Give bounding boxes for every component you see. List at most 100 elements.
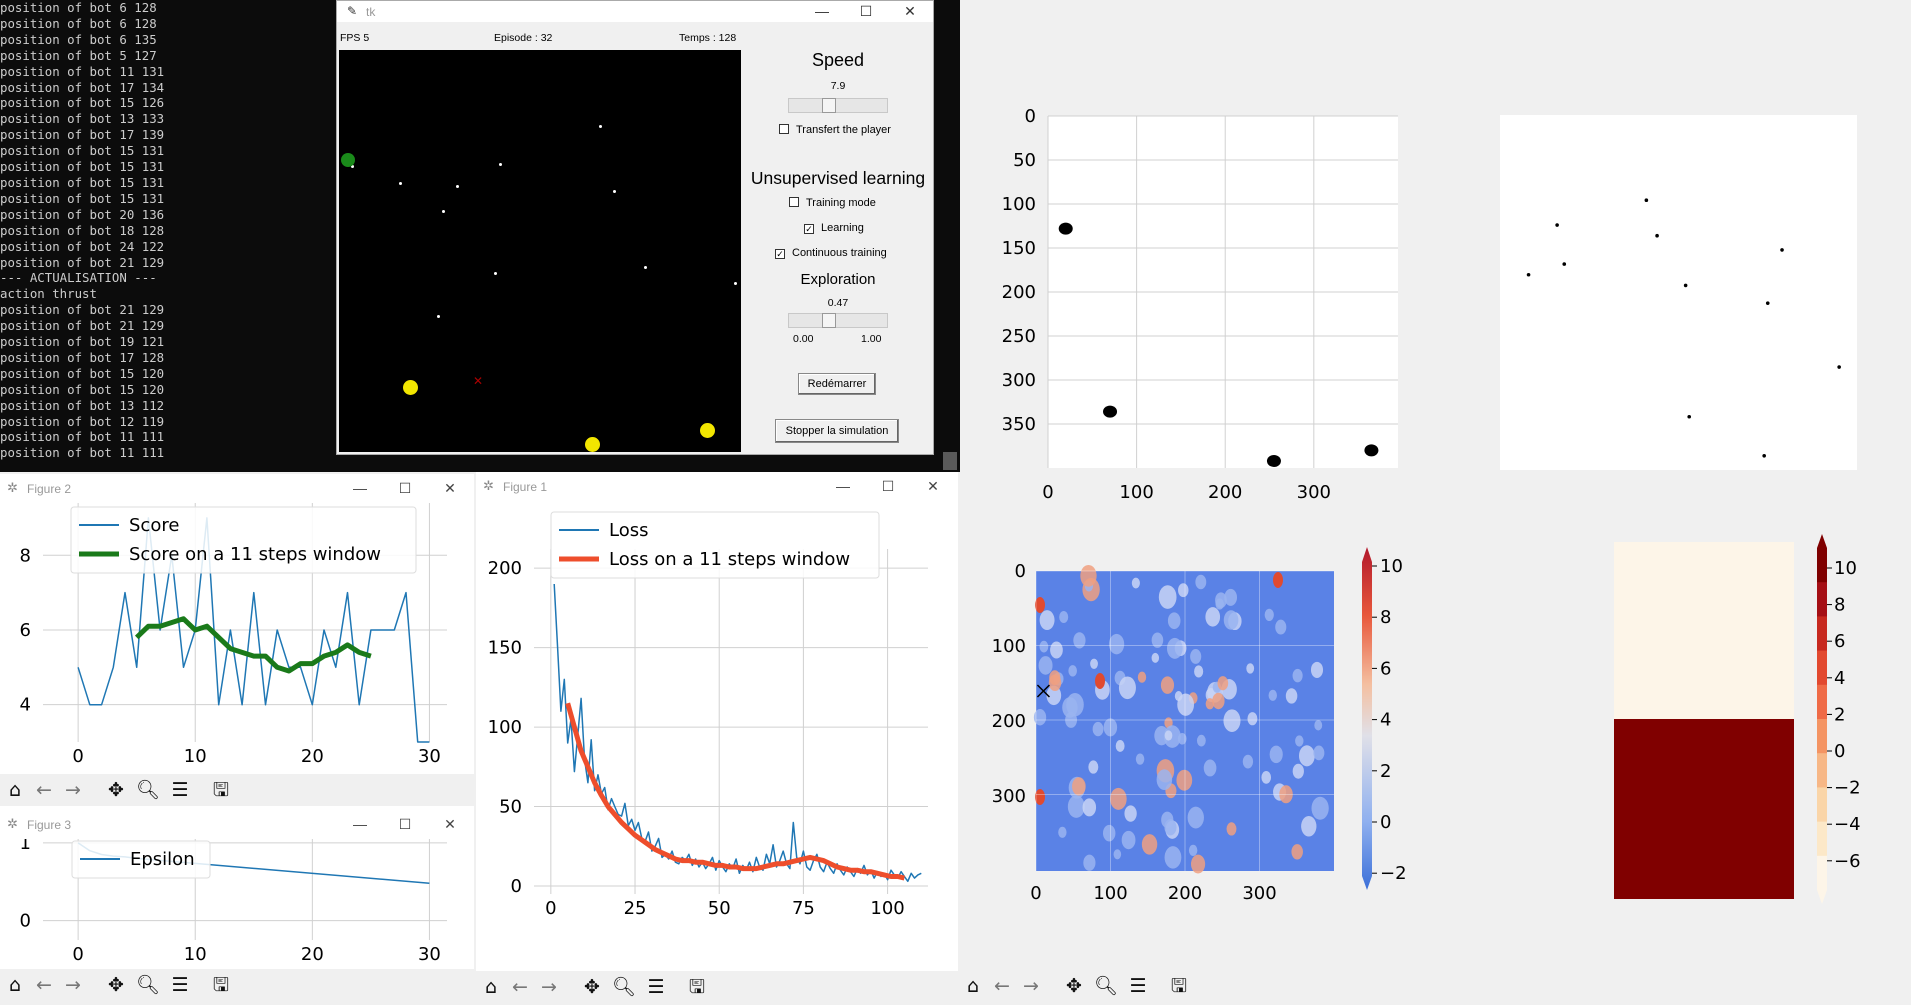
close-button[interactable]: ✕ (904, 3, 916, 19)
loss-chart[interactable]: 0 25 50 75 100 0 50 100 150 200 Loss Loss on a 11 s… (476, 501, 958, 971)
legend-box (71, 840, 211, 879)
maximize-button[interactable]: ☐ (398, 480, 412, 496)
pan-icon[interactable]: ✥ (108, 779, 124, 801)
exploration-slider[interactable] (788, 313, 888, 328)
stop-simulation-button[interactable]: Stopper la simulation (775, 419, 899, 443)
heat-hotspot (1035, 597, 1045, 613)
score-chart[interactable]: 0 10 20 30 4 6 8 Score Score on a 11 steps windo… (0, 503, 474, 778)
colorbar-segment (1817, 650, 1827, 686)
back-icon[interactable]: ← (36, 779, 52, 801)
maximize-button[interactable]: ☐ (398, 816, 412, 832)
episode-label: Episode : 32 (494, 32, 553, 44)
forward-icon[interactable]: → (541, 976, 557, 998)
configure-icon[interactable]: ☰ (171, 974, 189, 996)
configure-icon[interactable]: ☰ (171, 779, 189, 801)
close-button[interactable]: ✕ (444, 816, 456, 832)
dot-point (1762, 454, 1766, 458)
heat-blob (1242, 754, 1254, 769)
tk-titlebar: ✎ tk — ☐ ✕ (337, 1, 933, 22)
dot-point (1655, 233, 1659, 238)
heat-blob (1046, 685, 1062, 706)
colorbar-label: −2 (1834, 778, 1861, 799)
maximize-button[interactable]: ☐ (881, 478, 895, 494)
learning-checkbox[interactable]: ✓ Learning (804, 222, 864, 234)
home-icon[interactable]: ⌂ (484, 976, 498, 998)
epsilon-chart[interactable]: 0 10 20 30 0 1 Epsilon (0, 839, 474, 969)
heat-blob (1039, 640, 1049, 653)
x-tick-label: 100 (1093, 883, 1127, 904)
y-tick-label: 100 (1002, 194, 1036, 215)
transfert-label: Transfert the player (796, 124, 891, 136)
x-tick-label: 300 (1297, 482, 1331, 503)
speed-slider[interactable] (788, 98, 888, 113)
pan-icon[interactable]: ✥ (108, 974, 124, 996)
right-figure-toolbar: ⌂ ← → ✥ 🔍︎ ☰ 🖫 (958, 970, 1911, 1005)
zoom-icon[interactable]: 🔍︎ (612, 976, 637, 998)
save-icon[interactable]: 🖫 (212, 974, 230, 996)
save-icon[interactable]: 🖫 (212, 779, 230, 801)
zoom-icon[interactable]: 🔍︎ (136, 779, 161, 801)
save-icon[interactable]: 🖫 (688, 976, 706, 998)
x-tick-label: 30 (418, 746, 441, 767)
save-icon[interactable]: 🖫 (1170, 975, 1188, 997)
star (613, 190, 616, 193)
minimize-button[interactable]: — (353, 816, 367, 832)
minimize-button[interactable]: — (353, 480, 367, 496)
forward-icon[interactable]: → (65, 974, 81, 996)
home-icon[interactable]: ⌂ (8, 779, 22, 801)
zoom-icon[interactable]: 🔍︎ (1094, 975, 1119, 997)
colorbar-segment (1817, 616, 1827, 652)
back-icon[interactable]: ← (994, 975, 1010, 997)
dot-point (1687, 414, 1692, 419)
heat-blob (1188, 844, 1198, 857)
transfert-box[interactable] (779, 124, 789, 134)
home-icon[interactable]: ⌂ (8, 974, 22, 996)
game-canvas[interactable]: ✕ (339, 50, 741, 452)
back-icon[interactable]: ← (512, 976, 528, 998)
colorbar-label: 2 (1834, 704, 1845, 725)
y-tick-label: 200 (1002, 282, 1036, 303)
figure1-window: ✲ Figure 1 — ☐ ✕ 0 25 50 75 100 0 50 100 150 200 L… (476, 472, 958, 1005)
configure-icon[interactable]: ☰ (647, 976, 665, 998)
x-tick-label: 75 (792, 898, 815, 919)
minimize-button[interactable]: — (815, 3, 829, 19)
speed-slider-knob[interactable] (822, 98, 836, 113)
learning-label: Learning (821, 222, 864, 234)
close-button[interactable]: ✕ (444, 480, 456, 496)
legend-label-2: Score on a 11 steps window (129, 544, 381, 565)
exploration-slider-knob[interactable] (822, 313, 836, 328)
close-button[interactable]: ✕ (927, 478, 939, 494)
training-checkbox[interactable]: Training mode (789, 197, 876, 209)
pan-icon[interactable]: ✥ (584, 976, 600, 998)
configure-icon[interactable]: ☰ (1129, 975, 1147, 997)
training-box[interactable] (789, 197, 799, 207)
minimize-button[interactable]: — (836, 478, 850, 494)
continuous-box[interactable]: ✓ (775, 249, 785, 259)
heat-blob (1131, 577, 1140, 589)
maximize-button[interactable]: ☐ (859, 3, 873, 19)
heat-blob (1108, 633, 1125, 655)
zoom-icon[interactable]: 🔍︎ (136, 974, 161, 996)
back-icon[interactable]: ← (36, 974, 52, 996)
forward-icon[interactable]: → (65, 779, 81, 801)
continuous-checkbox[interactable]: ✓ Continuous training (775, 247, 887, 259)
console-scrollbar-thumb[interactable] (943, 452, 957, 470)
pan-icon[interactable]: ✥ (1066, 975, 1082, 997)
learning-box[interactable]: ✓ (804, 224, 814, 234)
home-icon[interactable]: ⌂ (966, 975, 980, 997)
heat-blob (1261, 770, 1272, 784)
x-tick-label: 200 (1208, 482, 1242, 503)
forward-icon[interactable]: → (1023, 975, 1039, 997)
heat-blob (1135, 753, 1145, 765)
y-tick-label: 6 (20, 620, 31, 641)
colorbar-label: −6 (1834, 851, 1861, 872)
legend-box (70, 506, 417, 574)
colorbar-label: 0 (1380, 812, 1391, 833)
colorbar-segment (1817, 753, 1827, 788)
transfert-checkbox[interactable]: Transfert the player (779, 124, 891, 136)
restart-button[interactable]: Redémarrer (798, 373, 876, 395)
heat-blob (1205, 607, 1221, 627)
x-tick-label: 20 (301, 746, 324, 767)
colorbar-label: 8 (1834, 595, 1845, 616)
